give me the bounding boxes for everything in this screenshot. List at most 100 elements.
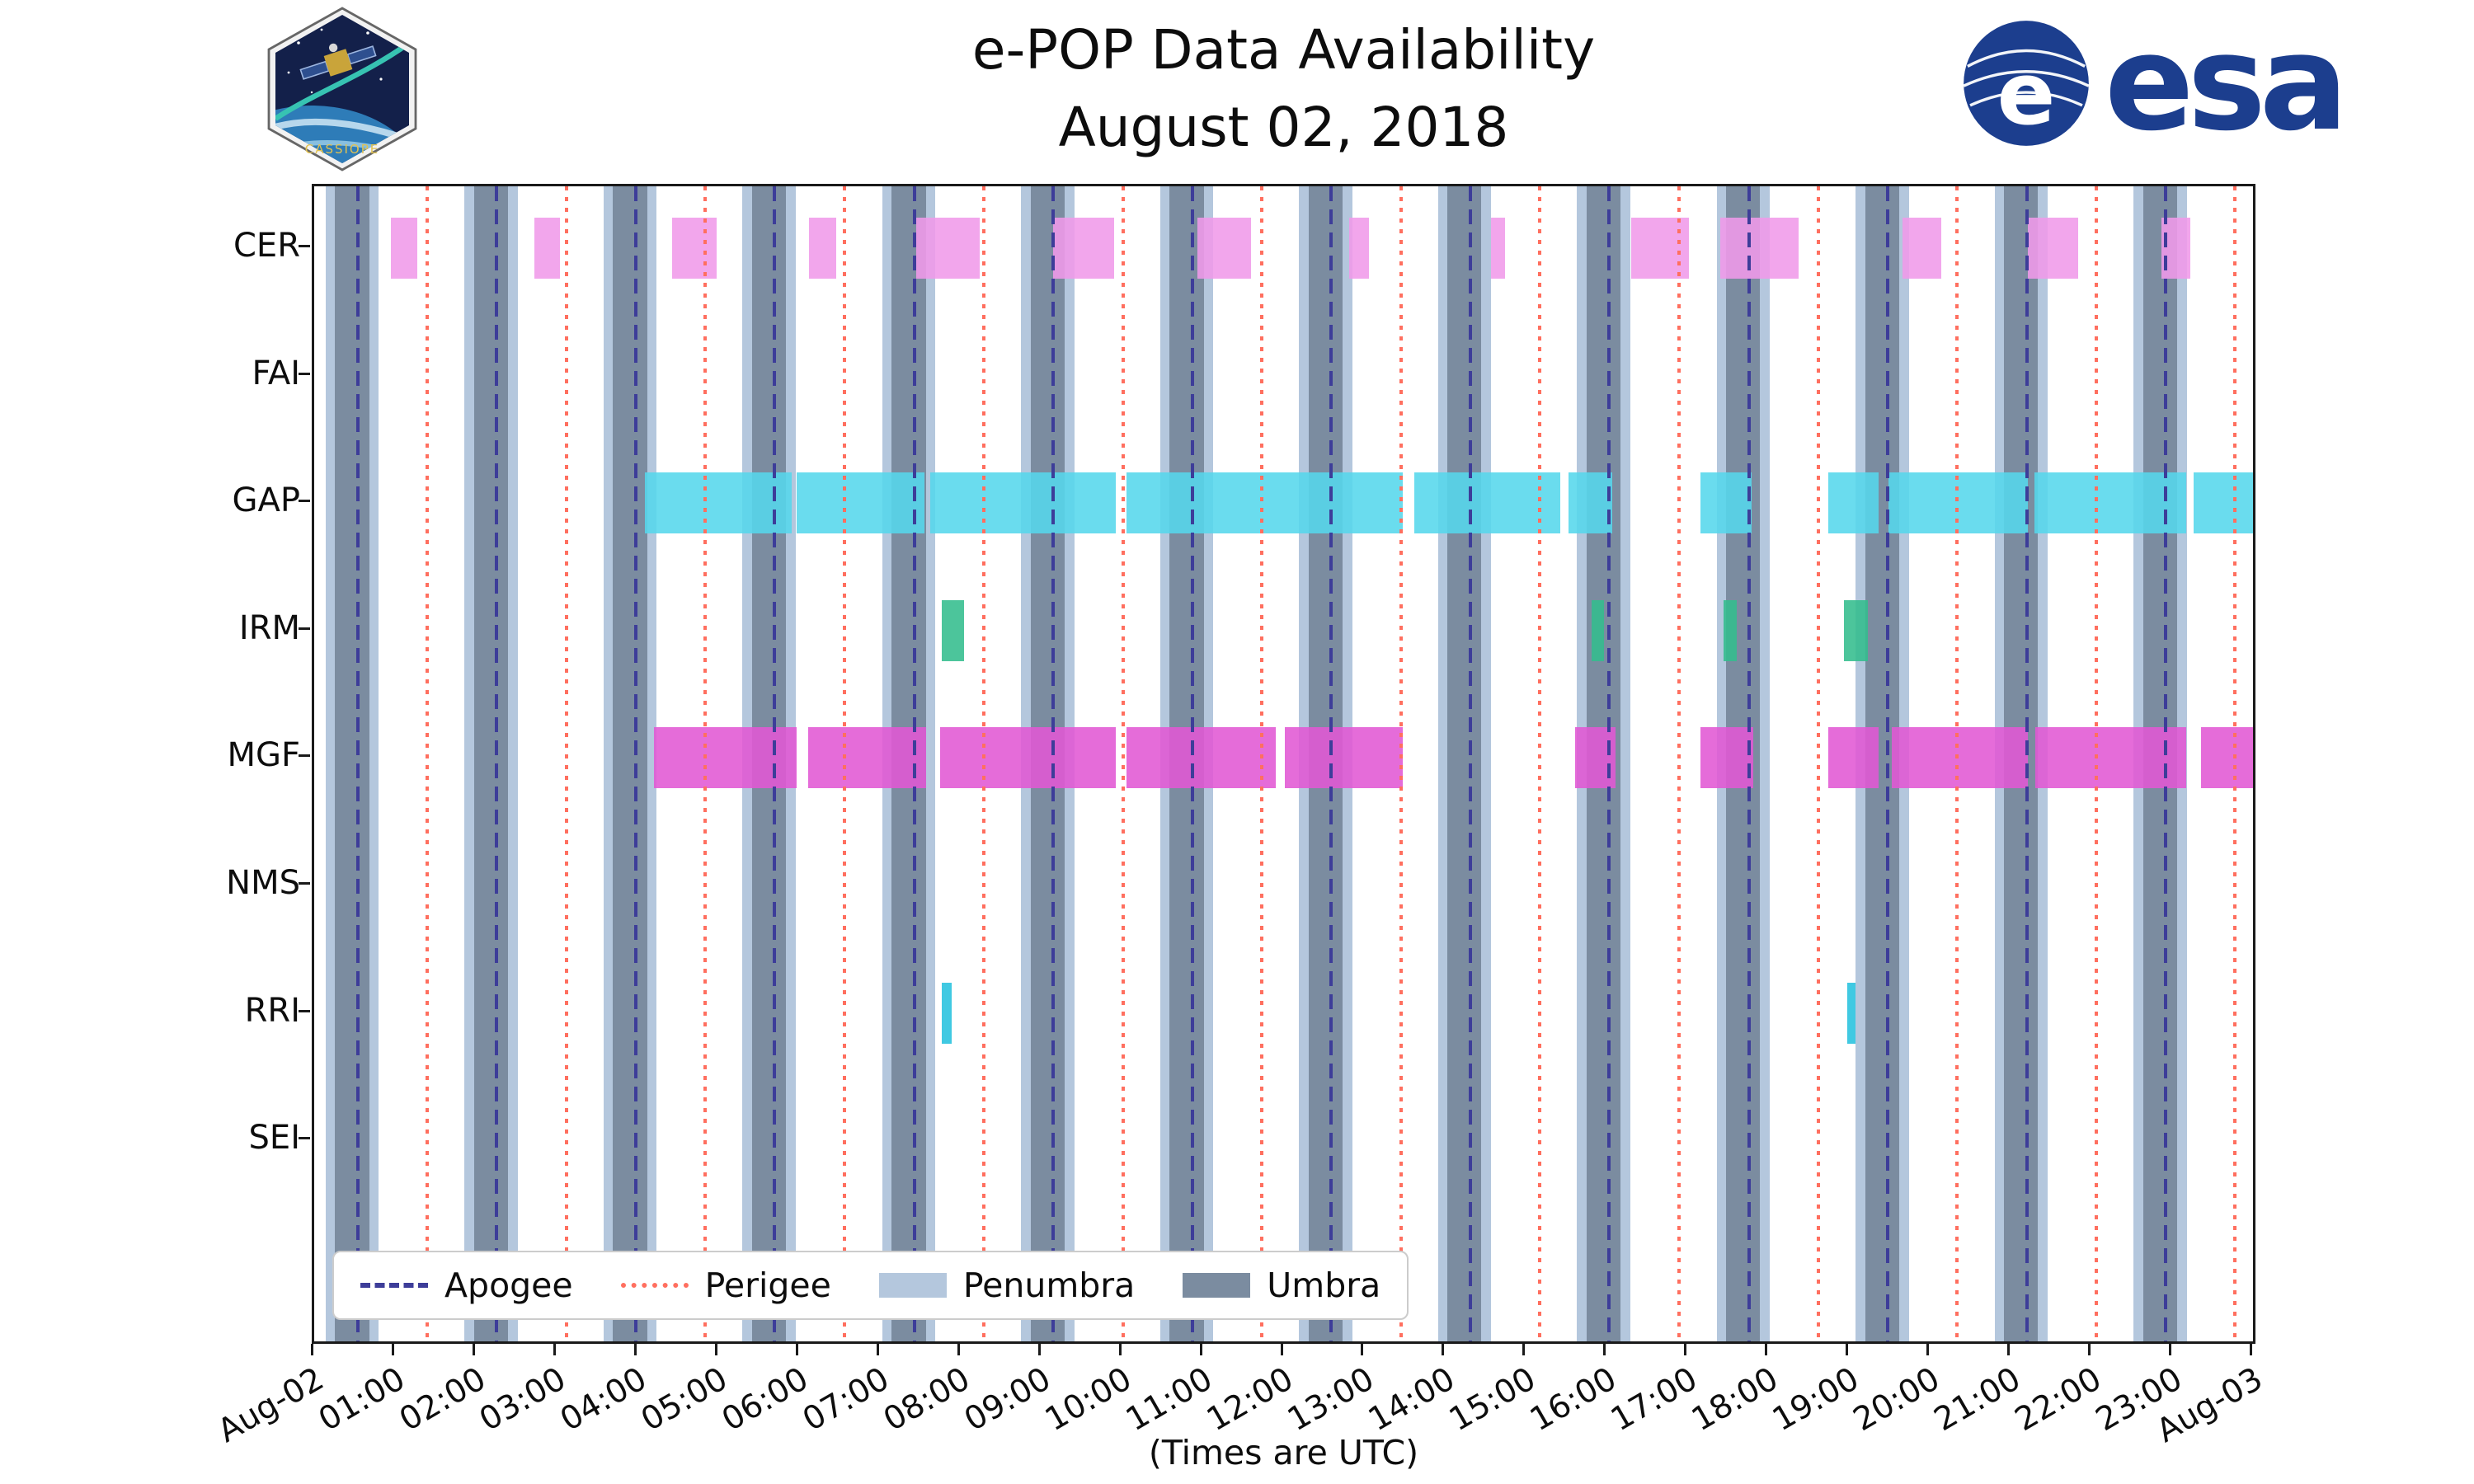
availability-bar-cer — [534, 218, 560, 279]
x-tick-mark — [1522, 1344, 1526, 1355]
x-tick-mark — [957, 1344, 960, 1355]
availability-bar-gap — [2193, 472, 2253, 534]
plot-area: Apogee Perigee Penumbra Umbra — [312, 184, 2255, 1344]
y-tick-mark — [299, 627, 310, 630]
availability-bar-irm — [1844, 599, 1868, 661]
x-tick-mark — [876, 1344, 879, 1355]
y-tick-label-nms: NMS — [226, 864, 300, 903]
perigee-line — [564, 186, 568, 1341]
availability-bar-gap — [1700, 472, 1752, 534]
legend-label: Perigee — [704, 1266, 831, 1305]
umbra-band — [335, 186, 369, 1341]
legend-label: Umbra — [1267, 1266, 1381, 1305]
apogee-line — [912, 186, 916, 1341]
y-tick-mark — [299, 1009, 310, 1012]
x-tick-label-text: 03:00 — [473, 1360, 573, 1439]
x-tick-label-text: 07:00 — [797, 1360, 896, 1439]
umbra-band — [613, 186, 647, 1341]
legend-patch-sample — [1183, 1273, 1251, 1298]
availability-bar-mgf — [1126, 727, 1276, 789]
x-tick-label-text: 20:00 — [1846, 1360, 1946, 1439]
perigee-line — [982, 186, 986, 1341]
x-tick-mark — [633, 1344, 637, 1355]
apogee-line — [773, 186, 777, 1341]
perigee-line — [2233, 186, 2237, 1341]
x-tick-label-text: 10:00 — [1039, 1360, 1139, 1439]
availability-bar-mgf — [2035, 727, 2186, 789]
x-tick-mark — [1118, 1344, 1122, 1355]
cassiope-patch-label: CASSIOPE — [305, 142, 380, 157]
x-tick-mark — [2250, 1344, 2252, 1355]
availability-bar-gap — [2034, 472, 2186, 534]
x-tick-mark — [2169, 1344, 2172, 1355]
availability-bar-irm — [1591, 599, 1605, 661]
x-tick-mark — [1846, 1344, 1849, 1355]
x-tick-label-text: 05:00 — [635, 1360, 735, 1439]
x-tick-label-text: 15:00 — [1443, 1360, 1542, 1439]
y-tick-label-sei: SEI — [248, 1119, 300, 1158]
perigee-line — [1399, 186, 1403, 1341]
availability-bar-cer — [809, 218, 836, 279]
y-tick-label-irm: IRM — [238, 608, 300, 647]
availability-bar-cer — [1053, 218, 1114, 279]
y-tick-label-gap: GAP — [232, 481, 300, 520]
availability-bar-gap — [1126, 472, 1404, 534]
availability-bar-mgf — [1285, 727, 1404, 789]
availability-bar-cer — [1197, 218, 1252, 279]
x-tick-label-text: 04:00 — [554, 1360, 654, 1439]
x-tick-label-text: 17:00 — [1604, 1360, 1704, 1439]
x-axis-label: (Times are UTC) — [1148, 1433, 1419, 1472]
availability-bar-gap — [930, 472, 1116, 534]
x-tick-label-text: 12:00 — [1201, 1360, 1300, 1439]
x-tick-label-text: 21:00 — [1927, 1360, 2027, 1439]
x-tick-mark — [714, 1344, 717, 1355]
availability-bar-cer — [1902, 218, 1941, 279]
legend-label: Apogee — [444, 1266, 573, 1305]
perigee-line — [842, 186, 846, 1341]
y-tick-label-mgf: MGF — [227, 736, 300, 775]
legend-item-penumbra: Penumbra — [878, 1266, 1135, 1305]
x-tick-label-text: 19:00 — [1766, 1360, 1865, 1439]
x-tick-mark — [472, 1344, 475, 1355]
x-tick-label-text: 08:00 — [877, 1360, 977, 1439]
x-tick-label-text: 06:00 — [716, 1360, 816, 1439]
y-tick-mark — [299, 1137, 310, 1140]
esa-logo: e esa — [1961, 17, 2349, 149]
x-tick-mark — [1361, 1344, 1364, 1355]
x-tick-label-text: 02:00 — [393, 1360, 492, 1439]
y-tick-label-rri: RRI — [244, 991, 300, 1030]
x-tick-mark — [1684, 1344, 1687, 1355]
x-tick-mark — [1603, 1344, 1606, 1355]
apogee-line — [1468, 186, 1472, 1341]
apogee-line — [633, 186, 637, 1341]
availability-bar-gap — [796, 472, 924, 534]
chart-title-line2: August 02, 2018 — [1058, 95, 1509, 159]
legend-dashed-line-sample — [360, 1283, 428, 1288]
perigee-line — [1260, 186, 1264, 1341]
x-tick-label-text: 09:00 — [958, 1360, 1058, 1439]
x-tick-mark — [1442, 1344, 1445, 1355]
umbra-band — [473, 186, 509, 1341]
availability-bar-cer — [1630, 218, 1690, 279]
x-tick-label-text: 22:00 — [2008, 1360, 2108, 1439]
x-tick-mark — [311, 1344, 313, 1355]
availability-bar-mgf — [1700, 727, 1753, 789]
perigee-line — [1538, 186, 1542, 1341]
x-tick-mark — [553, 1344, 556, 1355]
perigee-line — [1677, 186, 1681, 1341]
y-tick-mark — [299, 500, 310, 503]
availability-bar-cer — [1720, 218, 1799, 279]
perigee-line — [703, 186, 708, 1341]
apogee-line — [2025, 186, 2029, 1341]
y-tick-mark — [299, 372, 310, 375]
patch-orbit-swoosh — [275, 37, 409, 121]
availability-bar-cer — [2027, 218, 2079, 279]
legend-item-umbra: Umbra — [1183, 1266, 1380, 1305]
x-tick-mark — [1280, 1344, 1283, 1355]
apogee-line — [495, 186, 499, 1341]
apogee-line — [1051, 186, 1056, 1341]
availability-bar-cer — [671, 218, 717, 279]
x-tick-label-text: 16:00 — [1523, 1360, 1623, 1439]
x-tick-label-text: 14:00 — [1362, 1360, 1461, 1439]
